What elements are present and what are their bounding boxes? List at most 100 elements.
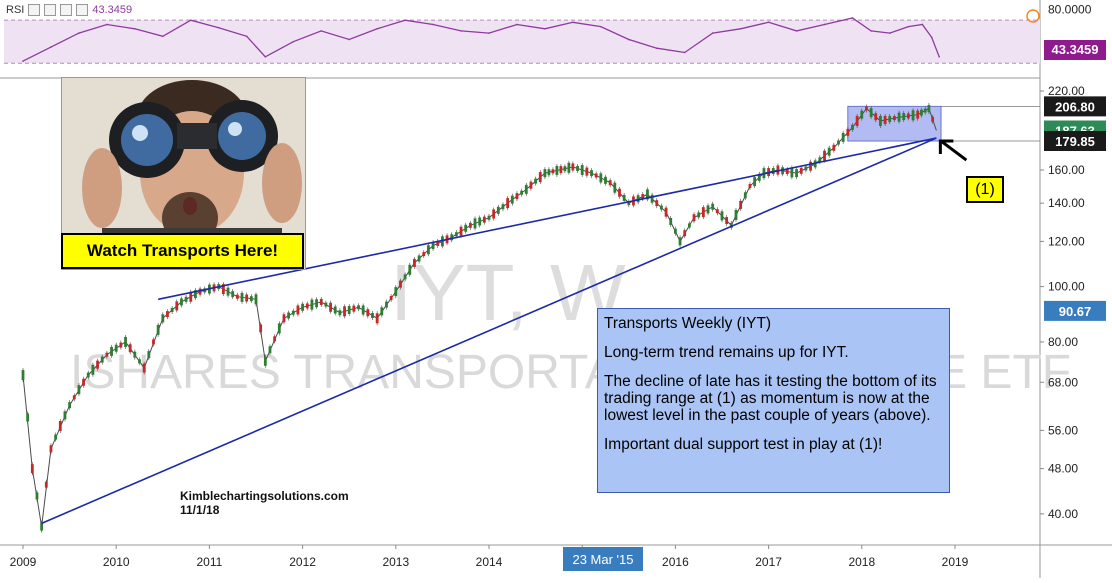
price-y-tick-label: 48.00 (1048, 462, 1078, 476)
candle-body (63, 411, 67, 420)
rsi-point (870, 30, 872, 32)
rsi-point (888, 32, 891, 34)
price-label-bg-range-top (1044, 96, 1106, 117)
candle-body (674, 228, 677, 234)
candle-body (776, 165, 780, 175)
candle-body (403, 274, 407, 280)
price-label-range-bottom: 179.85 (1055, 134, 1095, 149)
rsi-point (245, 35, 248, 38)
candle-body (655, 200, 659, 207)
candle-body (454, 232, 458, 237)
candle-body (869, 108, 873, 118)
candle-body (380, 307, 384, 316)
candle-body (538, 172, 542, 183)
candle-body (40, 522, 44, 531)
candle-body (450, 234, 454, 241)
candle-body (715, 209, 719, 214)
candle-body (254, 294, 258, 305)
candle-body (310, 299, 314, 310)
candle-body (846, 128, 850, 136)
price-y-tick-label: 100.00 (1048, 280, 1085, 294)
long-term-trendline (41, 137, 937, 525)
candle-body (907, 113, 910, 119)
rsi-point (78, 32, 80, 34)
candle-body (35, 492, 39, 500)
candle-body (837, 140, 840, 145)
alert-clock-icon (1026, 9, 1040, 23)
candle-body (338, 310, 342, 316)
candle-body (757, 173, 761, 181)
candle-body (551, 169, 555, 174)
candle-body (142, 363, 146, 373)
x-tick-label: 2018 (848, 555, 875, 569)
price-label-bg-range-bottom (1044, 131, 1106, 152)
rsi-point (823, 23, 826, 26)
candle-body (221, 284, 225, 295)
candle-body (170, 307, 174, 312)
candle-body (748, 184, 752, 189)
note-line-2: The decline of late has it testing the b… (604, 373, 937, 424)
rsi-visibility-icon[interactable] (60, 4, 73, 16)
candle-body (30, 464, 34, 474)
candle-body (804, 166, 808, 171)
candle-body (897, 112, 901, 122)
candle-body (883, 115, 887, 124)
candle-body (21, 370, 25, 381)
rsi-point (516, 23, 518, 26)
candle-body (175, 301, 179, 311)
candle-body (706, 205, 710, 214)
candle-body (305, 303, 309, 309)
candle-body (874, 113, 878, 121)
candle-body (282, 314, 286, 323)
candle-body (608, 180, 612, 186)
rsi-close-icon[interactable] (76, 4, 89, 16)
candle-body (790, 167, 794, 178)
price-y-tick-label: 40.00 (1048, 507, 1078, 521)
candle-body (711, 203, 715, 210)
candle-body (734, 209, 738, 220)
note-title: Transports Weekly (IYT) (604, 315, 772, 332)
candle-body (729, 222, 733, 228)
candle-body (720, 211, 724, 221)
candle-body (902, 113, 906, 121)
candle-body (739, 200, 743, 209)
rsi-point (907, 25, 910, 28)
price-y-tick-label: 140.00 (1048, 196, 1085, 210)
candle-body (436, 240, 440, 246)
candle-body (687, 223, 691, 228)
rsi-point (488, 32, 490, 34)
candle-body (931, 116, 935, 122)
candle-body (427, 245, 430, 255)
x-tick-label: 2014 (476, 555, 503, 569)
rsi-point (572, 21, 574, 24)
candle-body (827, 147, 831, 156)
candle-body (301, 303, 304, 311)
candle-body (920, 109, 923, 116)
rsi-settings-icon[interactable] (44, 4, 57, 16)
candle-body (478, 217, 482, 226)
rsi-point (189, 19, 192, 21)
candle-body (893, 116, 896, 121)
candle-body (26, 413, 30, 422)
candle-body (147, 351, 151, 359)
rsi-point (930, 36, 933, 39)
rsi-eye-icon[interactable] (28, 4, 41, 16)
candle-body (520, 190, 524, 195)
rsi-point (292, 40, 295, 43)
candle-body (417, 255, 421, 262)
candle-body (613, 182, 617, 193)
support-arrow-head (938, 139, 954, 155)
candle-body (482, 216, 486, 223)
candle-body (492, 209, 496, 219)
candle-body (641, 194, 645, 200)
candle-body (865, 106, 868, 111)
watch-transports-banner: Watch Transports Here! (61, 233, 304, 269)
candle-body (701, 207, 705, 218)
candle-body (818, 157, 822, 163)
candle-body (91, 364, 95, 375)
x-tick-label: 2009 (10, 555, 37, 569)
candle-body (529, 181, 533, 189)
x-tick-label: 2011 (196, 555, 222, 569)
candle-body (133, 351, 137, 358)
